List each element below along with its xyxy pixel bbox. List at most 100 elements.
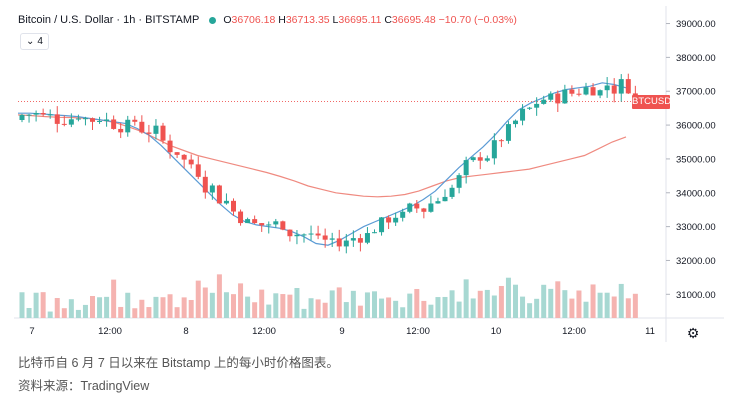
candle-body (160, 125, 166, 141)
candle-body (491, 140, 497, 159)
volume-bar (520, 296, 526, 318)
volume-bar (259, 289, 265, 318)
candle-body (414, 203, 420, 209)
chart-area[interactable]: 31000.00 32000.00 33000.00 34000.00 35000.00… (14, 6, 724, 342)
volume-bar (301, 308, 307, 318)
volume-bar (386, 297, 392, 318)
volume-bar (541, 284, 547, 318)
ohlc-readout: O36706.18 H36713.35 L36695.11 C36695.48 … (223, 14, 517, 26)
volume-bar (33, 292, 39, 318)
candle-body (238, 211, 244, 224)
candle-body (393, 217, 399, 223)
y-tick-label: 39000.00 (676, 19, 716, 30)
candle-body (477, 157, 483, 161)
candle-body (379, 217, 385, 233)
candle-body (280, 221, 286, 230)
volume-bar (111, 279, 117, 318)
candle-body (26, 114, 32, 116)
indicators-toggle-button[interactable]: ⌄ 4 (20, 33, 49, 50)
volume-bar (569, 298, 575, 318)
volume-bar (209, 292, 215, 318)
candle-body (209, 185, 215, 193)
candle-body (435, 201, 441, 204)
candle-body (146, 132, 152, 134)
volume-bar (315, 299, 321, 318)
volume-bar (167, 294, 173, 318)
volume-bar (498, 285, 504, 318)
candle-body (252, 219, 258, 224)
candle-body (562, 89, 568, 104)
high-value: 36713.35 (285, 14, 330, 26)
candle-body (40, 113, 46, 115)
volume-bar (343, 302, 349, 318)
volume-bar (625, 298, 631, 318)
candle-body (308, 233, 314, 235)
volume-bar (414, 288, 420, 318)
chart-header: Bitcoin / U.S. Dollar · 1h · BITSTAMP O3… (18, 14, 517, 26)
symbol-title: Bitcoin / U.S. Dollar · 1h · BITSTAMP (18, 14, 200, 26)
candle-body (590, 87, 596, 96)
volume-bar (562, 290, 568, 318)
y-tick-label: 33000.00 (676, 222, 716, 233)
candle-body (223, 200, 229, 204)
volume-bar (82, 304, 88, 318)
last-price-tag: BTCUSD (632, 94, 672, 109)
volume-bar (400, 307, 406, 318)
candle-body (125, 119, 131, 133)
slow-moving-average-line (17, 114, 627, 198)
low-value: 36695.11 (338, 14, 382, 26)
volume-bar (484, 289, 490, 318)
volume-bar (90, 296, 95, 318)
candle-body (139, 121, 145, 133)
volume-bar (442, 296, 448, 318)
candle-body (386, 217, 392, 223)
price-chart[interactable]: 31000.00 32000.00 33000.00 34000.00 35000.00… (14, 6, 724, 342)
candle-body (181, 154, 187, 160)
candle-body (555, 93, 561, 104)
candle-body (301, 234, 307, 236)
volume-bar (26, 307, 32, 318)
x-tick-label: 12:00 (562, 326, 586, 337)
volume-bar (273, 293, 279, 318)
candle-body (266, 224, 272, 226)
candle-body (82, 118, 88, 120)
volume-bar (97, 297, 103, 318)
chevron-down-icon: ⌄ (26, 36, 35, 47)
volume-bar (329, 290, 335, 318)
candle-body (372, 232, 377, 234)
candle-body (188, 159, 194, 165)
candle-body (576, 93, 582, 95)
candle-body (484, 158, 490, 161)
candle-body (245, 219, 251, 224)
volume-bar (245, 296, 251, 318)
volume-bar (470, 298, 476, 318)
candle-body (513, 120, 518, 125)
candle-body (428, 203, 434, 212)
candle-body (618, 79, 624, 94)
candle-body (534, 103, 540, 108)
volume-bar (139, 299, 145, 318)
volume-bar (75, 309, 81, 318)
volume-bar (576, 290, 582, 318)
x-tick-label: 10 (491, 326, 502, 337)
volume-bar (491, 295, 497, 318)
candle-body (259, 223, 265, 226)
gear-icon[interactable]: ⚙ (686, 325, 700, 341)
volume-bar (435, 297, 441, 318)
close-label: C (384, 14, 392, 26)
volume-bar (195, 280, 201, 318)
x-tick-label: 12:00 (406, 326, 430, 337)
volume-bar (238, 283, 244, 318)
candle-body (216, 185, 222, 204)
low-label: L (332, 14, 339, 26)
volume-bar (308, 298, 314, 318)
volume-bar (590, 284, 596, 318)
candle-body (174, 152, 180, 155)
volume-bar (104, 296, 110, 318)
y-tick-label: 32000.00 (676, 256, 716, 267)
candle-body (167, 140, 173, 153)
indicator-count: 4 (37, 36, 43, 47)
candle-body (442, 196, 448, 202)
candle-body (505, 124, 511, 141)
candle-body (104, 119, 110, 121)
